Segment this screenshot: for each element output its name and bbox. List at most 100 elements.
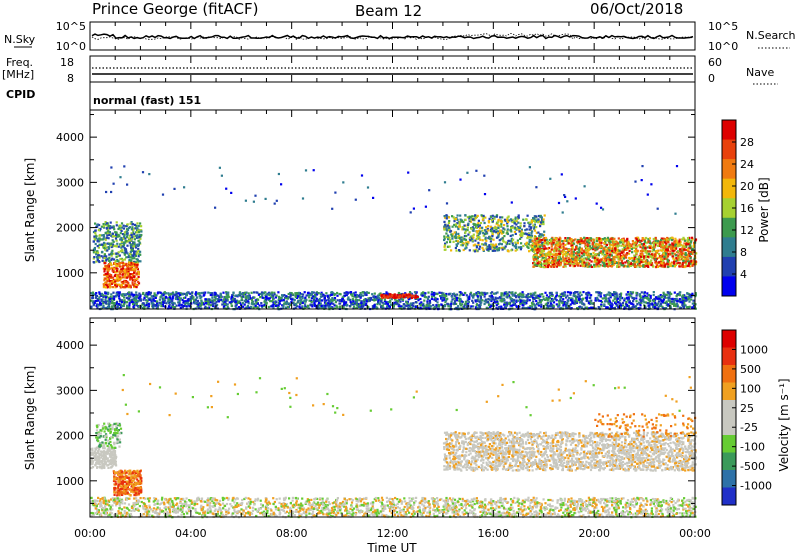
range-gate-cell xyxy=(122,303,125,306)
range-gate-cell xyxy=(613,297,616,300)
range-gate-cell xyxy=(505,218,509,221)
range-gate-cell xyxy=(658,244,661,247)
range-gate-cell xyxy=(156,305,159,308)
range-gate-cell xyxy=(280,296,283,300)
range-gate-cell xyxy=(94,222,97,225)
range-gate-cell xyxy=(118,265,121,268)
range-gate-cell xyxy=(458,299,461,302)
range-gate-cell xyxy=(673,302,676,306)
range-gate-cell xyxy=(469,239,472,242)
range-gate-cell xyxy=(555,303,558,306)
range-gate-cell xyxy=(132,245,135,248)
range-gate-cell xyxy=(127,237,130,240)
range-gate-cell xyxy=(224,300,227,303)
range-gate-cell xyxy=(478,305,481,308)
range-gate-cell xyxy=(467,240,470,243)
range-gate-cell xyxy=(123,271,126,274)
range-gate-cell xyxy=(640,239,643,242)
range-gate-cell xyxy=(93,235,96,238)
range-gate-cell xyxy=(597,252,600,256)
range-gate-cell xyxy=(460,244,463,247)
range-gate-cell xyxy=(125,225,128,228)
range-gate-cell xyxy=(204,291,207,294)
range-gate-cell xyxy=(509,228,513,231)
range-gate-cell xyxy=(131,261,134,264)
range-gate-cell xyxy=(106,242,109,245)
range-gate-cell xyxy=(380,296,384,299)
range-gate-cell xyxy=(126,229,130,232)
range-gate-cell xyxy=(523,307,526,310)
range-gate-cell xyxy=(312,291,315,294)
range-gate-cell xyxy=(278,300,281,303)
range-gate-cell xyxy=(622,304,625,307)
range-gate-cell xyxy=(115,252,118,255)
range-gate-cell xyxy=(128,241,131,244)
range-gate-cell xyxy=(105,301,108,305)
range-gate-cell xyxy=(346,292,349,295)
range-gate-cell xyxy=(542,238,545,241)
range-gate-cell xyxy=(136,268,139,271)
range-gate-cell xyxy=(119,277,123,280)
range-gate-cell xyxy=(524,229,527,232)
range-gate-cell xyxy=(252,291,256,294)
range-gate-cell xyxy=(678,238,681,241)
range-gate-cell xyxy=(482,216,485,219)
range-gate-cell xyxy=(465,294,468,297)
range-gate-cell xyxy=(456,214,459,217)
range-gate-cell xyxy=(409,302,412,305)
range-gate-cell xyxy=(265,297,268,300)
range-gate-cell xyxy=(520,242,523,245)
range-gate-cell xyxy=(639,294,642,297)
range-gate-cell xyxy=(126,268,129,271)
range-gate-cell xyxy=(134,300,137,303)
range-gate-cell xyxy=(685,262,688,265)
range-gate-cell xyxy=(682,307,685,310)
range-gate-cell xyxy=(533,225,536,229)
range-gate-cell xyxy=(530,301,534,305)
range-gate-cell xyxy=(134,266,137,269)
range-gate-cell xyxy=(158,301,161,304)
range-gate-cell xyxy=(451,233,454,236)
range-gate-cell xyxy=(99,238,102,241)
range-gate-cell xyxy=(92,251,95,254)
range-gate-cell xyxy=(451,298,454,301)
freq-tick-bottom: 8 xyxy=(67,72,74,85)
range-gate-cell xyxy=(676,293,679,296)
range-gate-cell xyxy=(299,299,302,302)
range-gate-cell xyxy=(482,243,485,246)
range-gate-cell xyxy=(175,297,178,300)
range-gate-cell xyxy=(467,222,470,225)
range-gate-cell xyxy=(94,231,97,234)
range-gate-cell xyxy=(386,301,389,304)
range-gate-cell xyxy=(174,306,177,309)
range-gate-cell xyxy=(215,300,218,303)
range-gate-cell xyxy=(141,303,144,306)
range-gate-cell xyxy=(120,270,123,274)
range-gate-cell xyxy=(200,301,204,305)
range-gate-cell xyxy=(535,294,538,297)
range-gate-cell xyxy=(507,215,510,218)
range-gate-cell xyxy=(541,218,544,221)
range-gate-cell xyxy=(604,264,607,267)
range-gate-cell xyxy=(389,299,392,302)
range-gate-cell xyxy=(465,300,468,303)
range-gate-cell xyxy=(235,299,239,302)
range-gate-cell xyxy=(104,298,107,301)
range-gate-cell xyxy=(685,306,688,309)
range-gate-cell xyxy=(633,305,636,308)
range-gate-cell xyxy=(189,297,193,300)
range-gate-cell xyxy=(532,257,535,260)
range-gate-cell xyxy=(117,245,120,248)
range-gate-cell xyxy=(618,302,621,305)
range-gate-cell xyxy=(435,305,438,308)
range-gate-cell xyxy=(138,236,141,239)
range-gate-cell xyxy=(471,294,474,297)
range-gate-cell xyxy=(114,260,117,263)
range-gate-cell xyxy=(93,300,96,303)
range-gate-cell xyxy=(165,296,168,299)
range-gate-cell xyxy=(125,262,128,265)
range-gate-cell xyxy=(429,301,432,304)
range-gate-cell xyxy=(148,298,151,301)
range-gate-cell xyxy=(665,242,668,245)
range-gate-cell xyxy=(110,258,113,261)
